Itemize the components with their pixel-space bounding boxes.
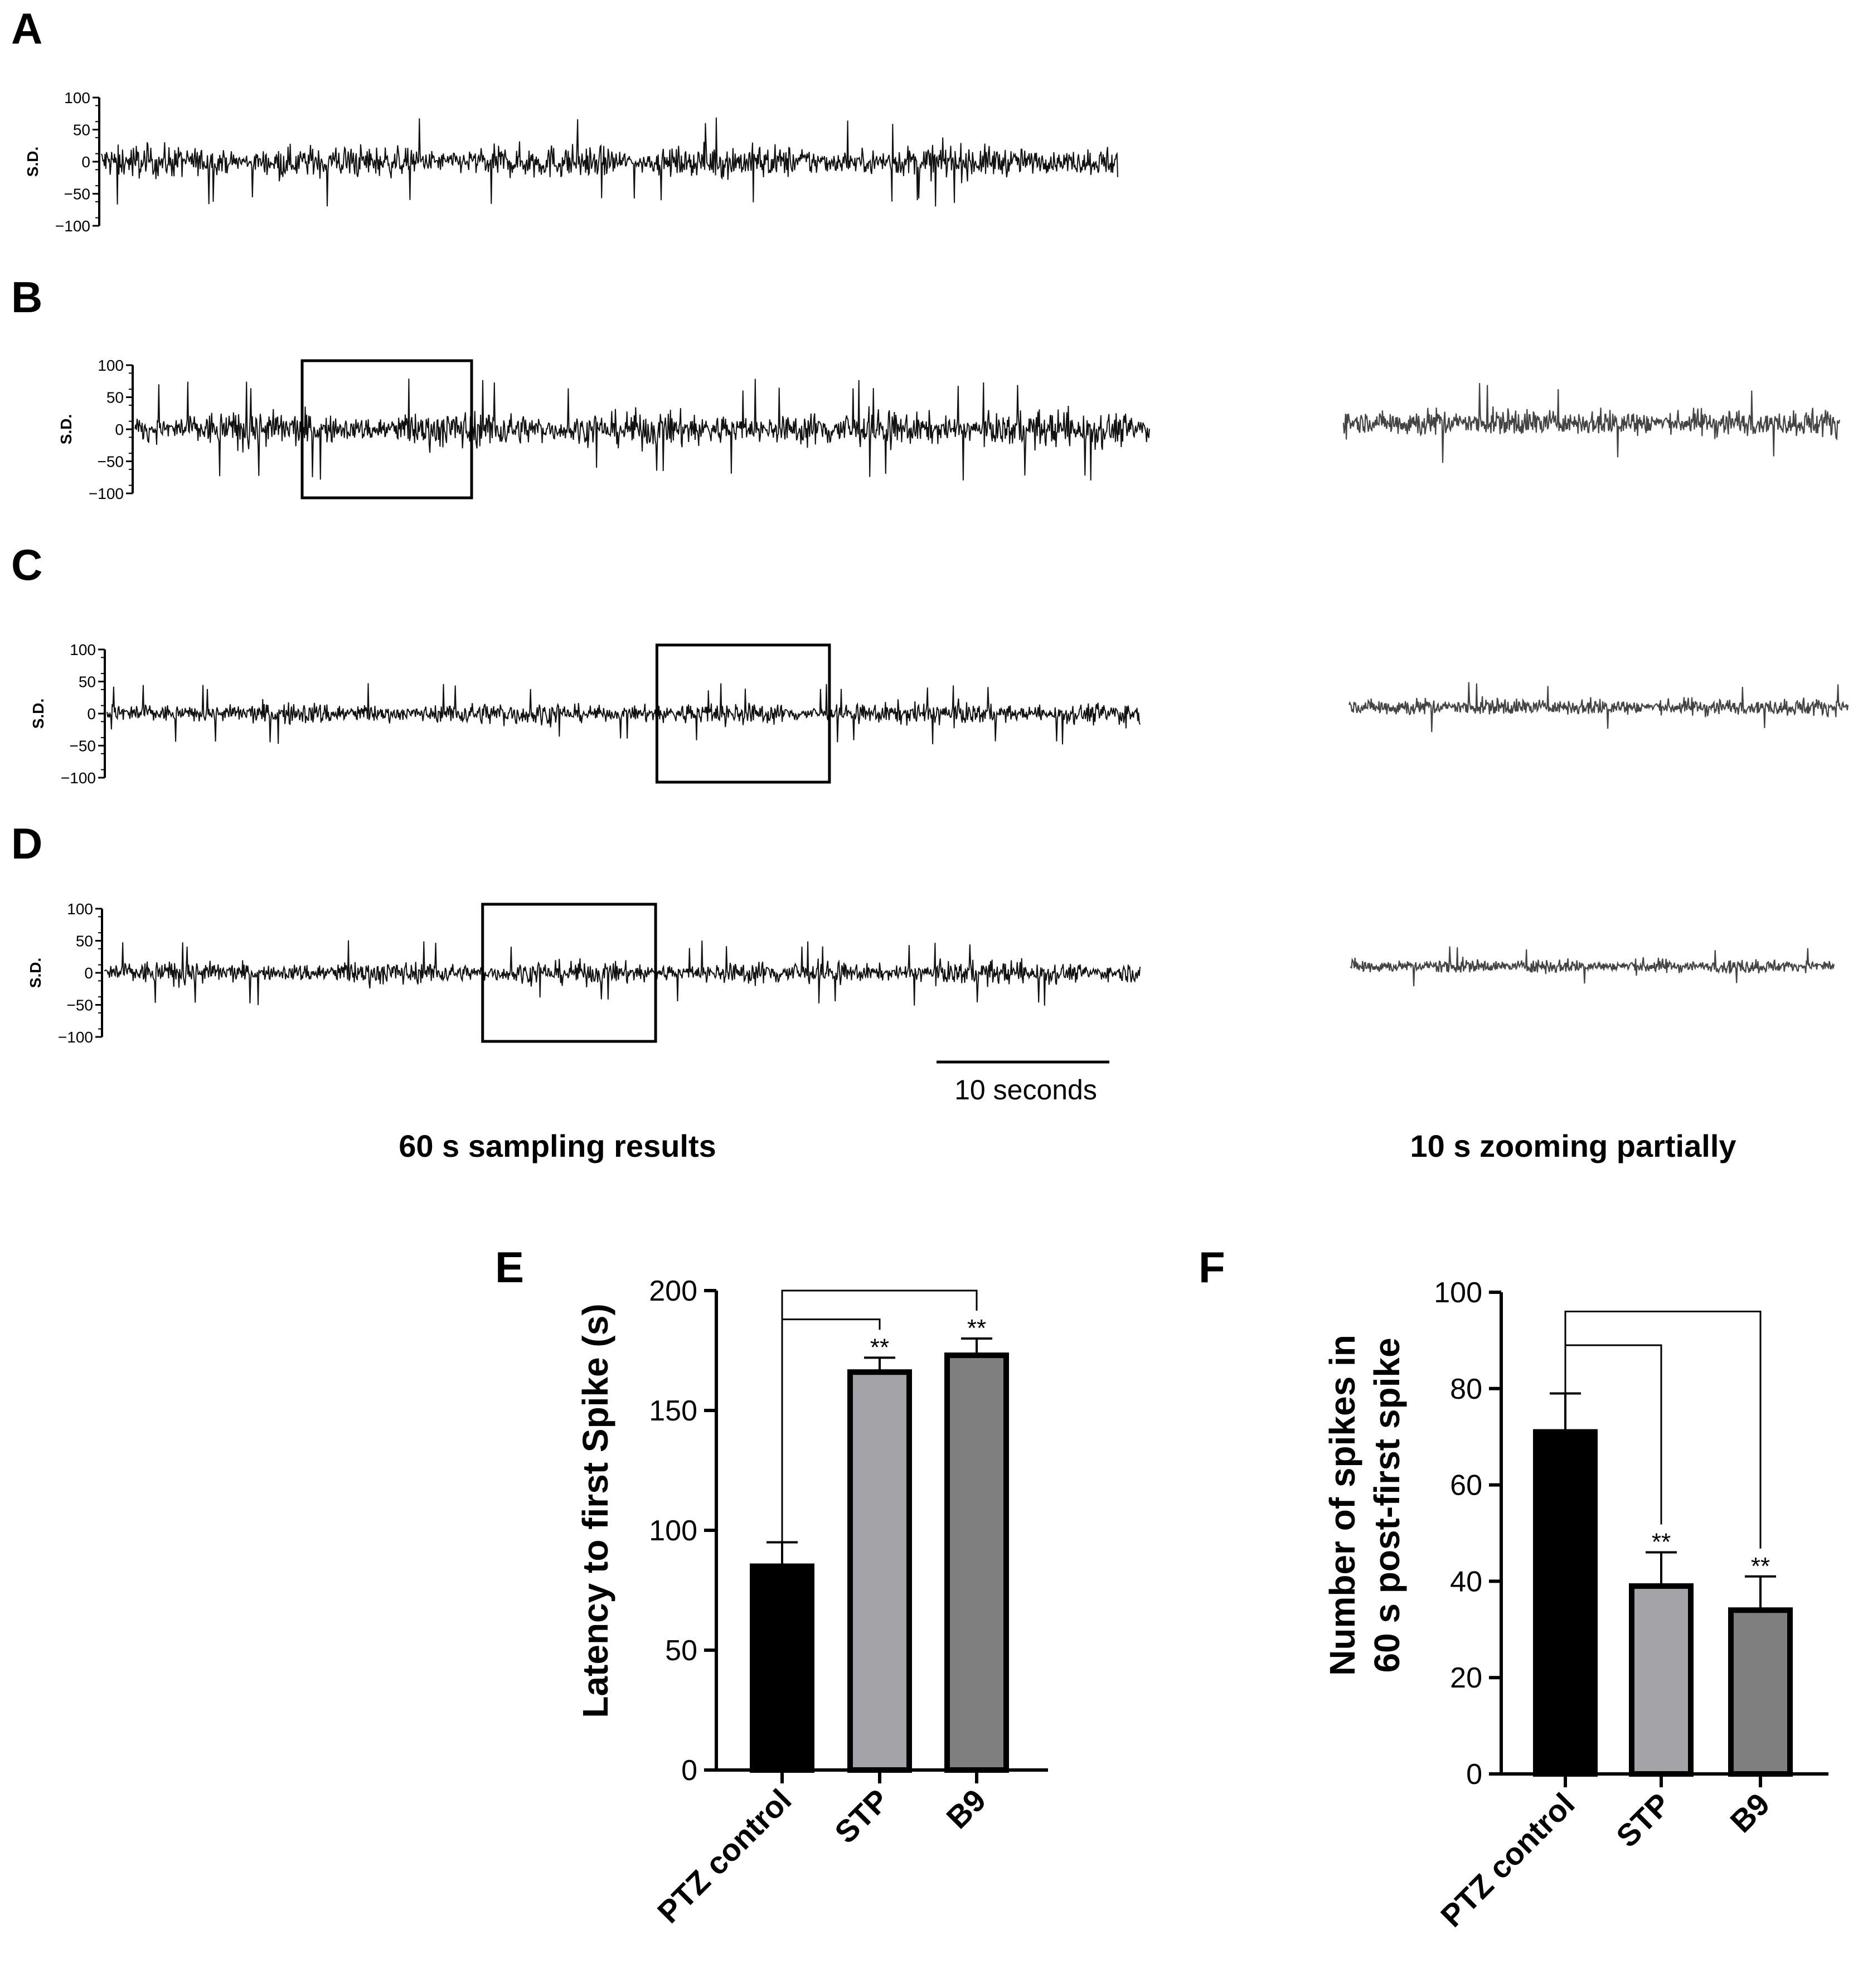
y-tick-label: 40 xyxy=(1450,1565,1482,1598)
y-tick-label: 0 xyxy=(84,964,93,982)
y-tick-label: 60 xyxy=(1450,1470,1482,1502)
y-tick-label: 80 xyxy=(1450,1373,1482,1405)
y-tick-label: 20 xyxy=(1450,1662,1482,1694)
chart-e-ylabel: Latency to first Spike (s) xyxy=(575,1303,615,1718)
trace-panel-a: A 100 50 0 −50 −100 S.D. xyxy=(11,4,1118,235)
bar-stp xyxy=(847,1369,912,1773)
y-tick-label: 100 xyxy=(70,641,96,658)
y-axis-label: S.D. xyxy=(57,414,75,444)
eeg-trace xyxy=(101,117,1118,207)
highlight-window-box xyxy=(655,643,831,784)
eeg-trace xyxy=(104,940,1141,1006)
panel-letter-c: C xyxy=(11,540,42,589)
bar-ptz-control xyxy=(1533,1429,1598,1777)
y-tick-label: −100 xyxy=(55,217,90,235)
trace-panel-d: D 100 50 0 −50 −100 S.D. xyxy=(11,819,1835,1046)
y-tick-label: −50 xyxy=(98,453,124,471)
bar-b9 xyxy=(1728,1607,1793,1777)
panel-letter-e: E xyxy=(495,1243,524,1292)
right-caption: 10 s zooming partially xyxy=(1410,1128,1736,1163)
y-tick-label: 0 xyxy=(87,705,96,723)
significance-marker: ** xyxy=(1751,1553,1770,1580)
scale-bar-label: 10 seconds xyxy=(954,1074,1097,1105)
y-tick-label: 100 xyxy=(98,357,124,374)
y-axis-label: S.D. xyxy=(27,958,44,988)
eeg-trace xyxy=(134,379,1150,481)
y-tick-label: 50 xyxy=(73,122,90,139)
chart-f: F Number of spikes in 60 s post-first sp… xyxy=(1199,1243,1828,1933)
trace-panels: A 100 50 0 −50 −100 S.D. B 100 50 0 −50 −100 S.D. C 100… xyxy=(11,4,1849,1046)
x-tick-label: STP xyxy=(1609,1786,1677,1854)
significance-marker: ** xyxy=(870,1334,889,1361)
zoom-trace xyxy=(1348,682,1849,733)
y-tick-label: 100 xyxy=(67,900,93,918)
y-axis-label: S.D. xyxy=(30,699,47,729)
highlight-window-box xyxy=(481,903,657,1043)
zoom-trace xyxy=(1350,946,1835,987)
panel-letter-d: D xyxy=(11,819,42,868)
y-tick-label: −100 xyxy=(61,769,96,787)
comparison-bracket xyxy=(781,1289,978,1543)
significance-marker: ** xyxy=(1652,1529,1671,1556)
y-tick-label: 100 xyxy=(64,89,90,106)
x-tick-label: STP xyxy=(828,1782,896,1850)
chart-f-ylabel-line1: Number of spikes in xyxy=(1322,1335,1362,1676)
x-tick-label: PTZ control xyxy=(1434,1786,1582,1934)
y-tick-label: 0 xyxy=(681,1754,697,1787)
y-tick-label: 50 xyxy=(106,389,124,406)
y-tick-label: −50 xyxy=(70,738,96,755)
panel-letter-a: A xyxy=(11,4,42,53)
chart-f-ylabel-line2: 60 s post-first spike xyxy=(1367,1337,1407,1672)
zoom-trace xyxy=(1342,383,1841,463)
y-tick-label: −100 xyxy=(89,485,124,502)
x-tick-label: PTZ control xyxy=(651,1782,798,1930)
y-tick-label: 0 xyxy=(81,153,90,171)
y-axis-label: S.D. xyxy=(24,147,41,177)
y-tick-label: 0 xyxy=(1466,1758,1482,1791)
x-tick-label: B9 xyxy=(1723,1786,1776,1839)
bar-ptz-control xyxy=(750,1563,814,1773)
y-tick-label: −50 xyxy=(64,186,91,203)
trace-panel-b: B 100 50 0 −50 −100 S.D. xyxy=(11,273,1841,502)
y-tick-label: 50 xyxy=(76,933,93,950)
bar-b9 xyxy=(944,1352,1009,1773)
panel-letter-f: F xyxy=(1199,1243,1225,1292)
left-caption: 60 s sampling results xyxy=(399,1128,716,1163)
chart-e: E Latency to first Spike (s) 0 50 100 150 20… xyxy=(495,1243,1048,1929)
bar-stp xyxy=(1629,1583,1694,1777)
significance-marker: ** xyxy=(967,1315,986,1342)
y-tick-label: −100 xyxy=(58,1029,93,1046)
trace-panel-c: C 100 50 0 −50 −100 S.D. xyxy=(11,540,1849,787)
panel-letter-b: B xyxy=(11,273,42,322)
y-tick-label: 50 xyxy=(79,673,96,691)
y-tick-label: 150 xyxy=(649,1395,697,1427)
y-tick-label: 100 xyxy=(649,1515,697,1547)
highlight-window-box xyxy=(300,359,473,500)
scale-bar: 10 seconds xyxy=(937,1060,1109,1105)
y-tick-label: 50 xyxy=(665,1635,697,1667)
x-tick-label: B9 xyxy=(939,1782,992,1835)
comparison-bracket xyxy=(1564,1311,1762,1549)
y-tick-label: 0 xyxy=(115,421,124,438)
y-tick-label: −50 xyxy=(67,997,94,1014)
eeg-trace xyxy=(106,683,1141,745)
y-tick-label: 200 xyxy=(649,1275,697,1307)
y-tick-label: 100 xyxy=(1434,1277,1482,1309)
